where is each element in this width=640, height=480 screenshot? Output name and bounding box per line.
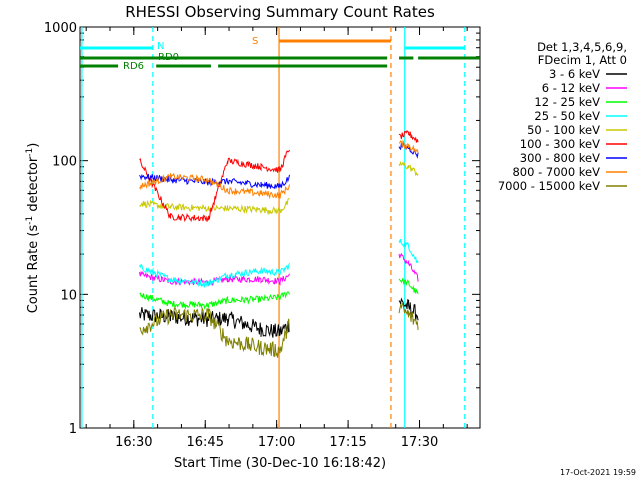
legend-header-line-2: FDecim 1, Att 0	[538, 53, 627, 67]
chart-title: RHESSI Observing Summary Count Rates	[125, 3, 435, 21]
series-line	[398, 139, 419, 154]
y-tick-label: 100	[52, 155, 77, 170]
event-lines	[81, 27, 466, 428]
x-tick-label: 17:15	[329, 435, 366, 450]
legend-entry: 100 - 300 keV	[520, 137, 600, 151]
annotation-label-s: S	[252, 36, 258, 47]
series-line	[398, 129, 419, 143]
legend-entry: 800 - 7000 keV	[512, 165, 600, 179]
legend-entry: 6 - 12 keV	[542, 81, 600, 95]
series-line	[398, 238, 419, 264]
legend-entry: 12 - 25 keV	[534, 95, 600, 109]
series-line	[398, 160, 419, 177]
series-line	[139, 149, 290, 223]
y-tick-label: 1000	[44, 21, 77, 36]
y-tick-labels: 1 10 100 1000	[44, 21, 77, 437]
legend-entry: 7000 - 15000 keV	[498, 179, 600, 193]
series-line	[398, 278, 419, 295]
x-tick-label: 16:45	[187, 435, 224, 450]
x-tick-labels: 16:30 16:45 17:00 17:15 17:30	[115, 435, 438, 450]
annotation-label-rd0: RD0	[158, 52, 179, 63]
x-tick-label: 16:30	[115, 435, 152, 450]
y-axis-label: Count Rate (s-1 detector-1)	[25, 143, 41, 314]
series-line	[398, 297, 419, 321]
legend-entry: 25 - 50 keV	[534, 109, 600, 123]
legend-entry: 50 - 100 keV	[527, 123, 600, 137]
legend: Det 1,3,4,5,6,9, FDecim 1, Att 0 3 - 6 k…	[498, 40, 627, 193]
footer-date: 17-Oct-2021 19:59	[560, 468, 636, 477]
series-line	[139, 306, 290, 358]
annotation-bars: N S RD0 RD6	[80, 36, 480, 72]
series-lines	[139, 129, 419, 358]
x-axis-label: Start Time (30-Dec-10 16:18:42)	[174, 456, 386, 471]
series-line	[139, 307, 290, 338]
series-line	[398, 302, 419, 330]
series-line	[139, 263, 290, 289]
series-line	[139, 173, 290, 190]
x-tick-label: 17:00	[258, 435, 295, 450]
y-tick-label: 1	[69, 422, 77, 437]
legend-header-line-1: Det 1,3,4,5,6,9,	[537, 40, 627, 54]
y-tick-label: 10	[60, 288, 77, 303]
plot-frame	[79, 26, 481, 429]
annotation-label-rd6: RD6	[123, 61, 144, 72]
annotation-label-n: N	[157, 41, 164, 52]
series-line	[398, 252, 419, 282]
series-line	[139, 291, 290, 310]
legend-entry: 300 - 800 keV	[520, 151, 600, 165]
tick-marks	[80, 26, 480, 429]
legend-entry: 3 - 6 keV	[549, 67, 600, 81]
series-line	[139, 172, 290, 200]
x-tick-label: 17:30	[401, 435, 438, 450]
